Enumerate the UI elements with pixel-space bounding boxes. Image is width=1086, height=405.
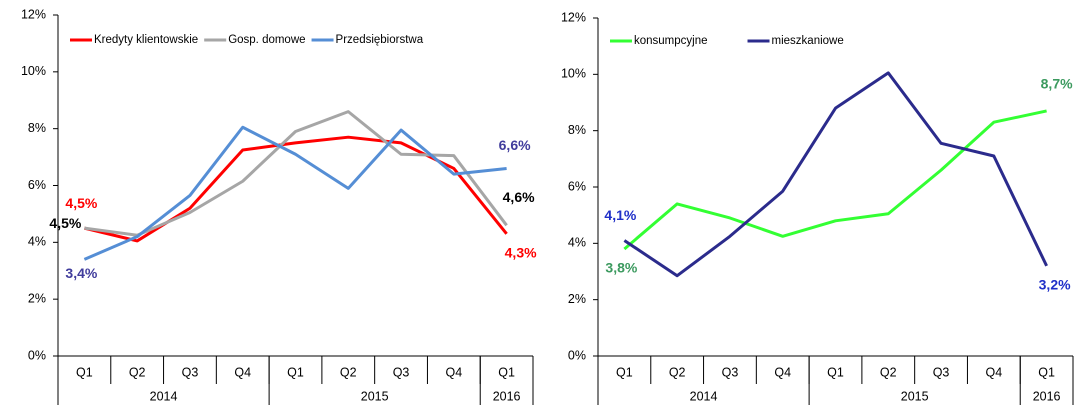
y-tick-label: 10%: [561, 67, 586, 81]
x-tick-label: Q2: [129, 365, 146, 379]
x-tick-label: Q2: [880, 365, 897, 379]
y-tick-label: 8%: [568, 123, 586, 137]
x-group-label: 2015: [361, 389, 389, 403]
value-label: 4,6%: [503, 189, 535, 205]
legend-label: mieszkaniowe: [772, 35, 844, 47]
value-label: 3,4%: [65, 265, 97, 281]
y-tick-label: 10%: [21, 64, 46, 78]
y-tick-label: 12%: [21, 7, 46, 21]
x-group-label: 2016: [1033, 389, 1061, 403]
value-label: 3,8%: [605, 260, 637, 276]
x-tick-label: Q4: [985, 365, 1002, 379]
series-line: [84, 110, 508, 237]
y-tick-label: 2%: [28, 291, 46, 305]
series-line: [83, 125, 507, 261]
x-tick-label: Q2: [340, 365, 357, 379]
value-label: 3,2%: [1039, 277, 1071, 293]
x-tick-label: Q4: [774, 365, 791, 379]
x-tick-label: Q1: [827, 365, 844, 379]
y-tick-label: 6%: [568, 179, 586, 193]
legend-label: konsumpcyjne: [634, 35, 708, 47]
value-label: 4,1%: [604, 207, 636, 223]
y-tick-label: 0%: [28, 348, 46, 362]
legend-label: Gosp. domowe: [228, 34, 305, 46]
x-group-label: 2014: [150, 389, 178, 403]
series-line: [623, 109, 1047, 251]
y-tick-label: 2%: [568, 292, 586, 306]
value-label: 4,3%: [505, 245, 537, 261]
x-tick-label: Q3: [933, 365, 950, 379]
x-tick-label: Q4: [234, 365, 251, 379]
legend-label: Kredyty klientowskie: [94, 34, 198, 46]
x-group-label: 2014: [690, 389, 718, 403]
x-tick-label: Q1: [616, 365, 633, 379]
y-tick-label: 8%: [28, 121, 46, 135]
y-tick-label: 4%: [28, 235, 46, 249]
x-group-label: 2015: [901, 389, 929, 403]
series-line: [623, 71, 1048, 278]
y-tick-label: 4%: [568, 236, 586, 250]
x-tick-label: Q3: [182, 365, 199, 379]
x-tick-label: Q4: [445, 365, 462, 379]
x-tick-label: Q1: [498, 365, 515, 379]
x-tick-label: Q1: [1038, 365, 1055, 379]
y-tick-label: 0%: [568, 348, 586, 362]
y-tick-label: 12%: [561, 10, 586, 24]
value-label: 8,7%: [1041, 76, 1073, 92]
x-group-label: 2016: [493, 389, 521, 403]
value-label: 4,5%: [65, 195, 97, 211]
y-tick-label: 6%: [28, 178, 46, 192]
value-label: 4,5%: [49, 215, 81, 231]
value-label: 6,6%: [499, 137, 531, 153]
legend-label: Przedsiębiorstwa: [336, 34, 424, 46]
x-tick-label: Q2: [669, 365, 686, 379]
x-tick-label: Q1: [76, 365, 93, 379]
x-tick-label: Q1: [287, 365, 304, 379]
x-tick-label: Q3: [722, 365, 739, 379]
x-tick-label: Q3: [393, 365, 410, 379]
